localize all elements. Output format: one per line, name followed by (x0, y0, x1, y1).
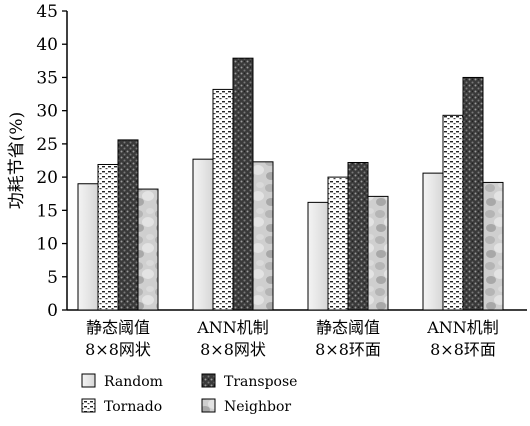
y-tick-label: 15 (36, 201, 58, 221)
x-tick-label: 8×8环面 (430, 340, 496, 359)
legend-swatch-neighbor (201, 398, 216, 413)
legend-swatch-transpose (201, 373, 216, 388)
x-tick-label: ANN机制 (426, 318, 499, 337)
legend-swatch-random (81, 373, 96, 388)
bar-transpose (347, 161, 369, 311)
bar-random (422, 172, 444, 311)
bar-neighbor (137, 188, 159, 311)
y-tick-label: 40 (36, 35, 58, 55)
y-tick-label: 45 (36, 2, 58, 22)
legend-label-random: Random (104, 374, 163, 390)
bar-transpose (117, 139, 139, 311)
x-tick-label: 8×8环面 (315, 340, 381, 359)
bar-tornado (442, 114, 464, 311)
bar-transpose (232, 57, 254, 311)
x-tick-label: ANN机制 (196, 318, 269, 337)
y-tick-label: 0 (47, 301, 58, 321)
y-axis-title: 功耗节省(%) (7, 112, 27, 209)
y-tick-label: 25 (36, 135, 58, 155)
legend-label-transpose: Transpose (224, 374, 297, 390)
y-tick-label: 20 (36, 168, 58, 188)
bar-tornado (327, 176, 349, 311)
bar-tornado (212, 88, 234, 311)
x-tick-label: 静态阈值 (86, 318, 150, 337)
x-tick-label: 8×8网状 (200, 340, 266, 359)
bar-transpose (462, 76, 484, 311)
y-tick-label: 5 (47, 268, 58, 288)
bar-neighbor (482, 181, 504, 311)
x-tick-label: 8×8网状 (85, 340, 151, 359)
bar-random (307, 201, 329, 311)
bar-neighbor (367, 195, 389, 311)
legend-label-neighbor: Neighbor (224, 399, 291, 415)
y-tick-label: 35 (36, 68, 58, 88)
y-tick-label: 30 (36, 102, 58, 122)
bar-neighbor (252, 161, 274, 311)
legend-swatch-tornado (81, 398, 96, 413)
y-tick-label: 10 (36, 235, 58, 255)
x-tick-label: 静态阈值 (316, 318, 380, 337)
bar-random (77, 183, 99, 311)
legend-label-tornado: Tornado (104, 399, 162, 415)
bar-tornado (97, 163, 119, 311)
bar-random (192, 158, 214, 311)
